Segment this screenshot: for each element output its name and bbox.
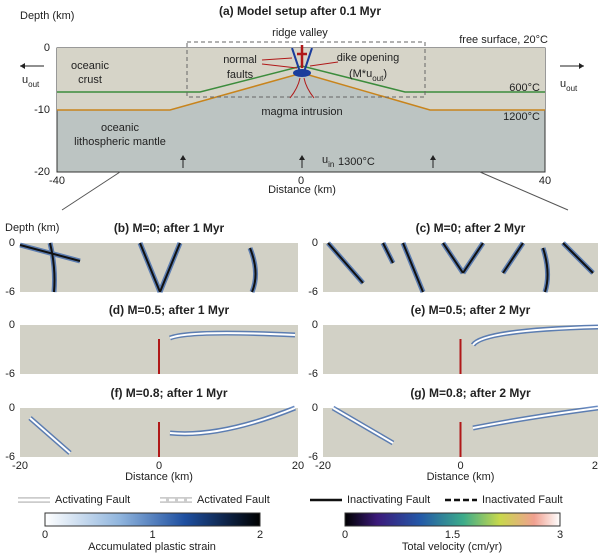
label: normal [223,54,257,66]
y-axis-label: Depth (km) [20,10,74,22]
y-tick-label: 0 [9,319,15,331]
y-tick-label: -20 [34,166,50,178]
x-tick-label: 20 [592,460,598,472]
label-part: out [28,80,40,89]
panel-title: (g) M=0.8; after 2 Myr [410,386,531,400]
x-tick-label: 0 [298,175,304,187]
x-tick-label: 20 [292,460,304,472]
y-axis-label: Depth (km) [5,222,59,234]
label: 1200°C [503,111,540,123]
colorbar-tick-label: 0 [42,529,48,541]
panel-title: (a) Model setup after 0.1 Myr [219,4,381,18]
label: faults [227,69,254,81]
legend-label: Inactivated Fault [482,494,563,506]
panel-title: (b) M=0; after 1 Myr [114,221,225,235]
panel-title: (e) M=0.5; after 2 Myr [411,303,531,317]
label-part: out [372,74,384,83]
x-tick-label: -20 [315,460,331,472]
y-tick-label: 0 [312,402,318,414]
y-tick-label: 0 [312,319,318,331]
panel-title: (d) M=0.5; after 1 Myr [109,303,230,317]
label-part: (M*u [349,68,372,80]
label: lithospheric mantle [74,136,166,148]
legend-label: Activating Fault [55,494,130,506]
colorbar-tick-label: 1.5 [445,529,460,541]
small-panels [20,243,598,457]
x-axis-label: Distance (km) [427,471,495,483]
panel-title: (c) M=0; after 2 Myr [416,221,526,235]
y-tick-label: 0 [9,237,15,249]
x-tick-label: -40 [49,175,65,187]
colorbar-tick-label: 3 [557,529,563,541]
colorbar-label: Total velocity (cm/yr) [402,541,502,553]
panel-title: (f) M=0.8; after 1 Myr [110,386,227,400]
y-tick-label: 0 [9,402,15,414]
label: crust [78,74,102,86]
y-tick-label: -6 [5,368,15,380]
y-tick-label: 0 [312,237,318,249]
colorbar-tick-label: 2 [257,529,263,541]
colorbar-tick-label: 1 [149,529,155,541]
x-tick-label: 40 [539,175,551,187]
y-tick-label: 0 [44,42,50,54]
label-part: out [566,84,578,93]
label: uout [22,74,40,89]
label: dike opening [337,52,399,64]
label: 600°C [509,82,540,94]
y-tick-label: -6 [5,286,15,298]
label: oceanic [101,122,139,134]
legend-label: Inactivating Fault [347,494,430,506]
label: magma intrusion [261,106,342,118]
y-tick-label: -6 [308,368,318,380]
legend-label: Activated Fault [197,494,270,506]
y-tick-label: -6 [308,286,318,298]
label: uout [560,78,578,93]
label: 1300°C [338,156,375,168]
x-tick-label: -20 [12,460,28,472]
colorbar-tick-label: 0 [342,529,348,541]
label-part: ) [383,68,387,80]
figure: (a) Model setup after 0.1 Myr Depth (km) D… [0,0,598,555]
label-part: in [328,160,334,169]
colorbar-label: Accumulated plastic strain [88,541,216,553]
x-axis-label: Distance (km) [125,471,193,483]
label: free surface, 20°C [459,34,548,46]
label: ridge valley [272,27,328,39]
label: oceanic [71,60,109,72]
y-tick-label: -10 [34,104,50,116]
